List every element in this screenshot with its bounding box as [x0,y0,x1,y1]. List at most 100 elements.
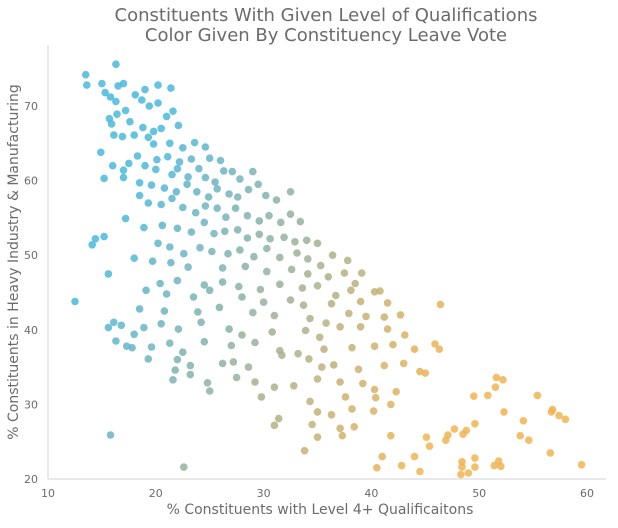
scatter-point [83,81,91,89]
scatter-point [500,408,508,416]
x-tick-label: 20 [149,487,163,500]
scatter-point [255,217,264,225]
scatter-point [196,243,204,252]
scatter-point [313,433,322,442]
scatter-point [191,208,200,217]
scatter-point [280,233,288,242]
scatter-point [256,285,265,294]
scatter-point [255,230,264,239]
scatter-point [112,60,120,68]
scatter-point [378,452,387,461]
scatter-point [296,217,305,226]
scatter-point [293,249,301,257]
scatter-point [216,156,225,165]
scatter-point [341,393,350,401]
scatter-point [157,124,165,133]
scatter-point [229,358,238,366]
scatter-point [250,252,258,261]
scatter-point [236,175,244,183]
scatter-point [173,224,182,233]
scatter-point [306,397,314,406]
scatter-point [128,343,136,352]
x-tick-label: 30 [257,487,271,500]
scatter-point [270,421,279,430]
scatter-point [362,312,370,321]
x-tick-label: 60 [580,487,594,500]
scatter-point [100,232,108,241]
scatter-point [88,241,96,249]
scatter-point [184,173,192,181]
scatter-point [148,257,157,266]
scatter-point [546,449,555,457]
scatter-point [163,152,172,161]
scatter-point [276,253,284,262]
scatter-point [195,164,203,173]
scatter-point [266,235,274,243]
scatter-point [205,154,214,162]
scatter-point [286,210,295,218]
scatter-point [154,239,162,248]
scatter-point [227,341,236,350]
scatter-point [533,391,542,400]
scatter-point [561,415,570,424]
scatter-point [172,188,181,196]
scatter-point [194,308,202,316]
scatter-point [458,463,466,471]
scatter-point [387,400,395,409]
scatter-point [241,262,250,271]
scatter-point [387,431,395,440]
scatter-point [298,284,307,292]
scatter-point [422,433,431,442]
scatter-point [397,461,406,470]
scatter-point [157,320,165,328]
scatter-point [225,190,233,198]
scatter-point [320,345,328,354]
scatter-point [350,423,359,431]
scatter-point [442,436,450,445]
scatter-point [286,296,295,304]
scatter-point [373,464,381,472]
scatter-point [257,393,266,401]
scatter-point [270,383,279,392]
scatter-point [205,286,214,295]
scatter-point [336,323,344,331]
scatter-point [516,431,524,440]
scatter-point [313,375,322,383]
scatter-point [336,424,344,433]
scatter-point [338,431,347,440]
scatter-point [189,293,198,301]
scatter-point [167,258,175,267]
scatter-point [180,463,188,471]
scatter-point [187,155,196,163]
scatter-point [147,181,156,189]
scatter-point [464,469,473,477]
scatter-point [471,463,479,471]
scatter-point [173,164,182,173]
scatter-point [383,299,392,307]
scatter-point [547,408,556,416]
scatter-point [200,218,209,227]
scatter-point [351,279,360,288]
scatter-point [354,365,363,374]
scatter-point [100,174,108,183]
scatter-point [243,234,252,242]
scatter-point [305,355,313,363]
scatter-point [459,430,467,439]
scatter-point [300,446,309,455]
scatter-point [179,348,187,357]
y-tick-label: 50 [24,249,38,262]
scatter-point [162,290,171,298]
scatter-point [304,255,312,263]
scatter-point [154,81,162,89]
scatter-point [343,256,352,265]
scatter-point [251,378,259,386]
scatter-point [302,236,311,245]
scatter-point [168,170,176,179]
scatter-point [201,143,210,151]
scatter-point [113,110,121,118]
scatter-point [219,167,228,175]
scatter-point [133,152,142,160]
scatter-point [141,85,149,94]
scatter-point [117,321,126,330]
